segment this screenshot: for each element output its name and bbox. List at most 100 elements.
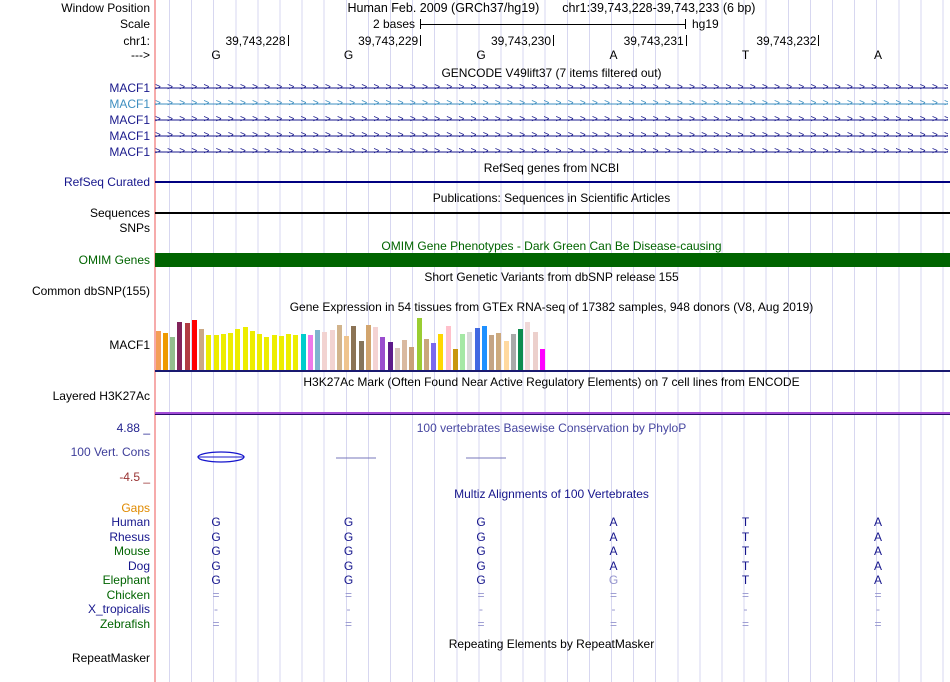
gencode-track-title: GENCODE V49lift37 (7 items filtered out) [441, 66, 662, 80]
gtex-tissue-bar [387, 342, 393, 370]
alignment-base: = [344, 587, 352, 602]
reference-base: A [609, 48, 618, 62]
alignment-base: G [608, 573, 619, 588]
alignment-base: - [743, 602, 748, 617]
multiz-track-title: Multiz Alignments of 100 Vertebrates [454, 487, 649, 501]
alignment-base: = [609, 616, 617, 631]
gene-label[interactable]: MACF1 [109, 81, 150, 95]
gene-intron-arrows[interactable]: >>>>>>>>>>>>>>>>>>>>>>>>>>>>>>>>>>>>>>>>… [155, 113, 948, 128]
refseq-curated-label[interactable]: RefSeq Curated [63, 175, 150, 189]
alignment-base: - [611, 602, 616, 617]
dbsnp-track-title: Short Genetic Variants from dbSNP releas… [424, 270, 679, 284]
coordinate-label: 39,743,232 [756, 34, 817, 48]
scale-label: Scale [119, 17, 150, 31]
gtex-tissue-bar [525, 322, 531, 370]
sequences-label[interactable]: Sequences [89, 206, 150, 220]
gtex-gene-label[interactable]: MACF1 [109, 338, 150, 352]
phylop-wiggle-plot[interactable] [155, 440, 948, 480]
coordinate-label: 39,743,229 [358, 34, 419, 48]
gene-intron-arrows[interactable]: >>>>>>>>>>>>>>>>>>>>>>>>>>>>>>>>>>>>>>>>… [155, 97, 948, 112]
reference-base: T [741, 48, 750, 62]
strand-arrows-right-icon: >>>>>>>>>>>>>>>>>>>>>>>>>>>>>>>>>>>>>>>>… [155, 82, 948, 93]
alignment-base: - [479, 602, 483, 617]
common-dbsnp-label[interactable]: Common dbSNP(155) [31, 284, 150, 298]
gene-label[interactable]: MACF1 [109, 145, 150, 159]
coordinate-tick [553, 35, 554, 46]
gtex-tissue-bar [344, 336, 349, 370]
phylop-min-label: -4.5 _ [119, 470, 150, 484]
alignment-base: = [477, 587, 485, 602]
alignment-base: A [873, 558, 882, 573]
gene-intron-arrows[interactable]: >>>>>>>>>>>>>>>>>>>>>>>>>>>>>>>>>>>>>>>>… [155, 81, 948, 96]
gtex-tissue-bar [191, 320, 197, 370]
gene-label[interactable]: MACF1 [109, 129, 150, 143]
gtex-tissue-bar [213, 335, 219, 370]
species-label[interactable]: Human [111, 515, 150, 530]
scale-value: 2 bases [372, 17, 415, 31]
species-label[interactable]: Chicken [106, 587, 150, 602]
reference-base: G [343, 48, 354, 62]
snps-label[interactable]: SNPs [119, 221, 150, 235]
species-label[interactable]: Rhesus [109, 529, 150, 544]
alignment-base: = [874, 616, 882, 631]
repeatmasker-track-title: Repeating Elements by RepeatMasker [448, 637, 655, 651]
h3k27ac-track-title: H3K27Ac Mark (Often Found Near Active Re… [303, 375, 800, 389]
gtex-tissue-bar [445, 326, 451, 370]
reference-base: G [211, 48, 221, 62]
gtex-tissue-bar [315, 330, 320, 370]
gtex-tissue-bar [278, 336, 284, 370]
gtex-tissue-bar [286, 334, 291, 370]
alignment-base: A [609, 529, 618, 544]
alignment-base: T [741, 515, 750, 530]
alignment-base: = [344, 616, 352, 631]
gtex-tissue-bar [416, 318, 422, 370]
alignment-base: - [346, 602, 351, 617]
species-label[interactable]: X_tropicalis [87, 602, 150, 617]
gtex-track-title: Gene Expression in 54 tissues from GTEx … [289, 300, 814, 314]
alignment-base: G [476, 515, 486, 530]
gtex-tissue-bar [155, 331, 161, 370]
publications-sequence-line[interactable] [155, 212, 950, 214]
species-label[interactable]: Mouse [113, 544, 150, 559]
gtex-tissue-bar [365, 325, 371, 370]
species-label[interactable]: Gaps [121, 501, 150, 515]
gtex-tissue-bar [402, 340, 407, 370]
h3k27ac-signal-underline [155, 414, 950, 415]
gtex-tissue-bar [489, 335, 494, 370]
gtex-tissue-bar [467, 332, 473, 370]
alignment-base: G [343, 573, 354, 588]
gtex-tissue-bar [474, 328, 480, 370]
gene-label[interactable]: MACF1 [109, 113, 150, 127]
refseq-curated-gene-line[interactable] [155, 181, 950, 183]
repeatmasker-label[interactable]: RepeatMasker [71, 651, 150, 665]
alignment-base: G [211, 515, 221, 530]
gtex-tissue-bar [481, 326, 487, 370]
h3k27ac-signal-line[interactable] [155, 412, 950, 414]
layered-h3k27ac-label[interactable]: Layered H3K27Ac [52, 389, 150, 403]
omim-gene-bar[interactable] [155, 253, 950, 267]
gtex-tissue-bar [373, 327, 378, 370]
gtex-tissue-bar [409, 347, 415, 370]
chrom-label: chr1: [123, 34, 150, 48]
scale-ruler-left-tick [420, 19, 421, 29]
window-position-label: Window Position [61, 1, 150, 15]
gtex-tissue-bar [380, 337, 386, 370]
coordinate-tick [685, 35, 687, 46]
species-label[interactable]: Dog [127, 558, 150, 573]
species-label[interactable]: Elephant [102, 573, 150, 588]
alignment-base: G [343, 544, 354, 559]
species-label[interactable]: Zebrafish [99, 616, 150, 631]
gtex-tissue-bar [336, 325, 342, 370]
alignment-base: G [343, 529, 354, 544]
gene-label[interactable]: MACF1 [109, 97, 150, 111]
gtex-tissue-bar [249, 331, 255, 370]
gene-intron-arrows[interactable]: >>>>>>>>>>>>>>>>>>>>>>>>>>>>>>>>>>>>>>>>… [155, 129, 948, 144]
phylop-track-label[interactable]: 100 Vert. Cons [70, 445, 150, 459]
omim-genes-label[interactable]: OMIM Genes [78, 253, 150, 267]
alignment-base: G [343, 515, 354, 530]
phylop-track-title: 100 vertebrates Basewise Conservation by… [416, 421, 687, 435]
gene-intron-arrows[interactable]: >>>>>>>>>>>>>>>>>>>>>>>>>>>>>>>>>>>>>>>>… [155, 145, 948, 160]
gtex-expression-barchart[interactable] [155, 318, 555, 370]
alignment-base: = [741, 616, 749, 631]
